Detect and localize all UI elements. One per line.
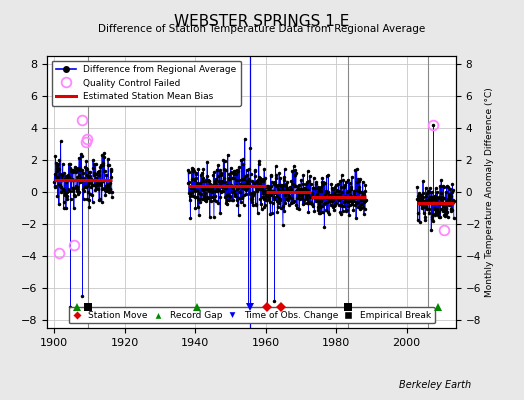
- Text: WEBSTER SPRINGS 1 E: WEBSTER SPRINGS 1 E: [174, 14, 350, 29]
- Text: Difference of Station Temperature Data from Regional Average: Difference of Station Temperature Data f…: [99, 24, 425, 34]
- Y-axis label: Monthly Temperature Anomaly Difference (°C): Monthly Temperature Anomaly Difference (…: [485, 87, 494, 297]
- Legend: Station Move, Record Gap, Time of Obs. Change, Empirical Break: Station Move, Record Gap, Time of Obs. C…: [69, 307, 434, 324]
- Text: Berkeley Earth: Berkeley Earth: [399, 380, 472, 390]
